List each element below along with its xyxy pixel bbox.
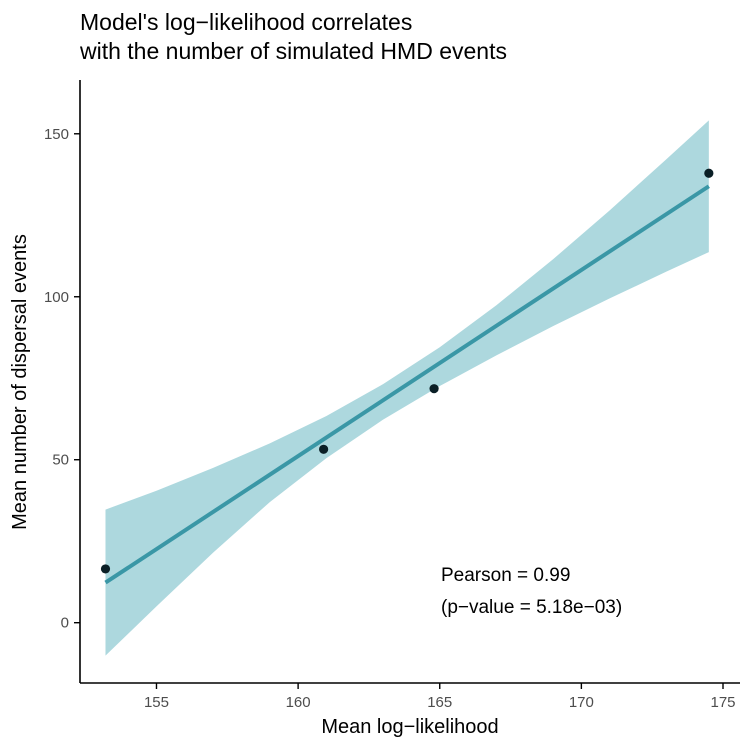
data-point-3 [429,384,439,394]
x-tick-label-170: 170 [569,694,594,711]
y-tick-label-150: 150 [44,126,69,143]
y-axis-ticks: 0 50 100 150 [44,126,80,632]
x-tick-label-160: 160 [286,694,311,711]
y-tick-label-0: 0 [61,615,69,632]
y-tick-label-50: 50 [52,452,69,469]
p-value-annotation: (p−value = 5.18e−03) [441,597,622,618]
data-point-4 [704,168,714,178]
regression-line [104,184,710,585]
pearson-annotation: Pearson = 0.99 [441,565,570,586]
y-axis-label: Mean number of dispersal events [9,234,31,530]
x-tick-label-155: 155 [144,694,169,711]
y-tick-label-100: 100 [44,289,69,306]
x-tick-label-175: 175 [710,694,735,711]
x-axis-label: Mean log−likelihood [321,716,498,738]
data-point-1 [100,564,111,574]
chart-title-line-1: Model's log−likelihood correlates [80,9,412,35]
x-tick-label-165: 165 [427,694,452,711]
chart-title-line-2: with the number of simulated HMD events [79,38,507,64]
fit-line-layer [104,184,710,585]
x-axis-ticks: 155 160 165 170 175 [144,683,736,711]
confidence-band [105,120,709,656]
data-point-2 [319,444,329,454]
data-points-layer [100,168,714,574]
confidence-band-layer [105,120,709,656]
